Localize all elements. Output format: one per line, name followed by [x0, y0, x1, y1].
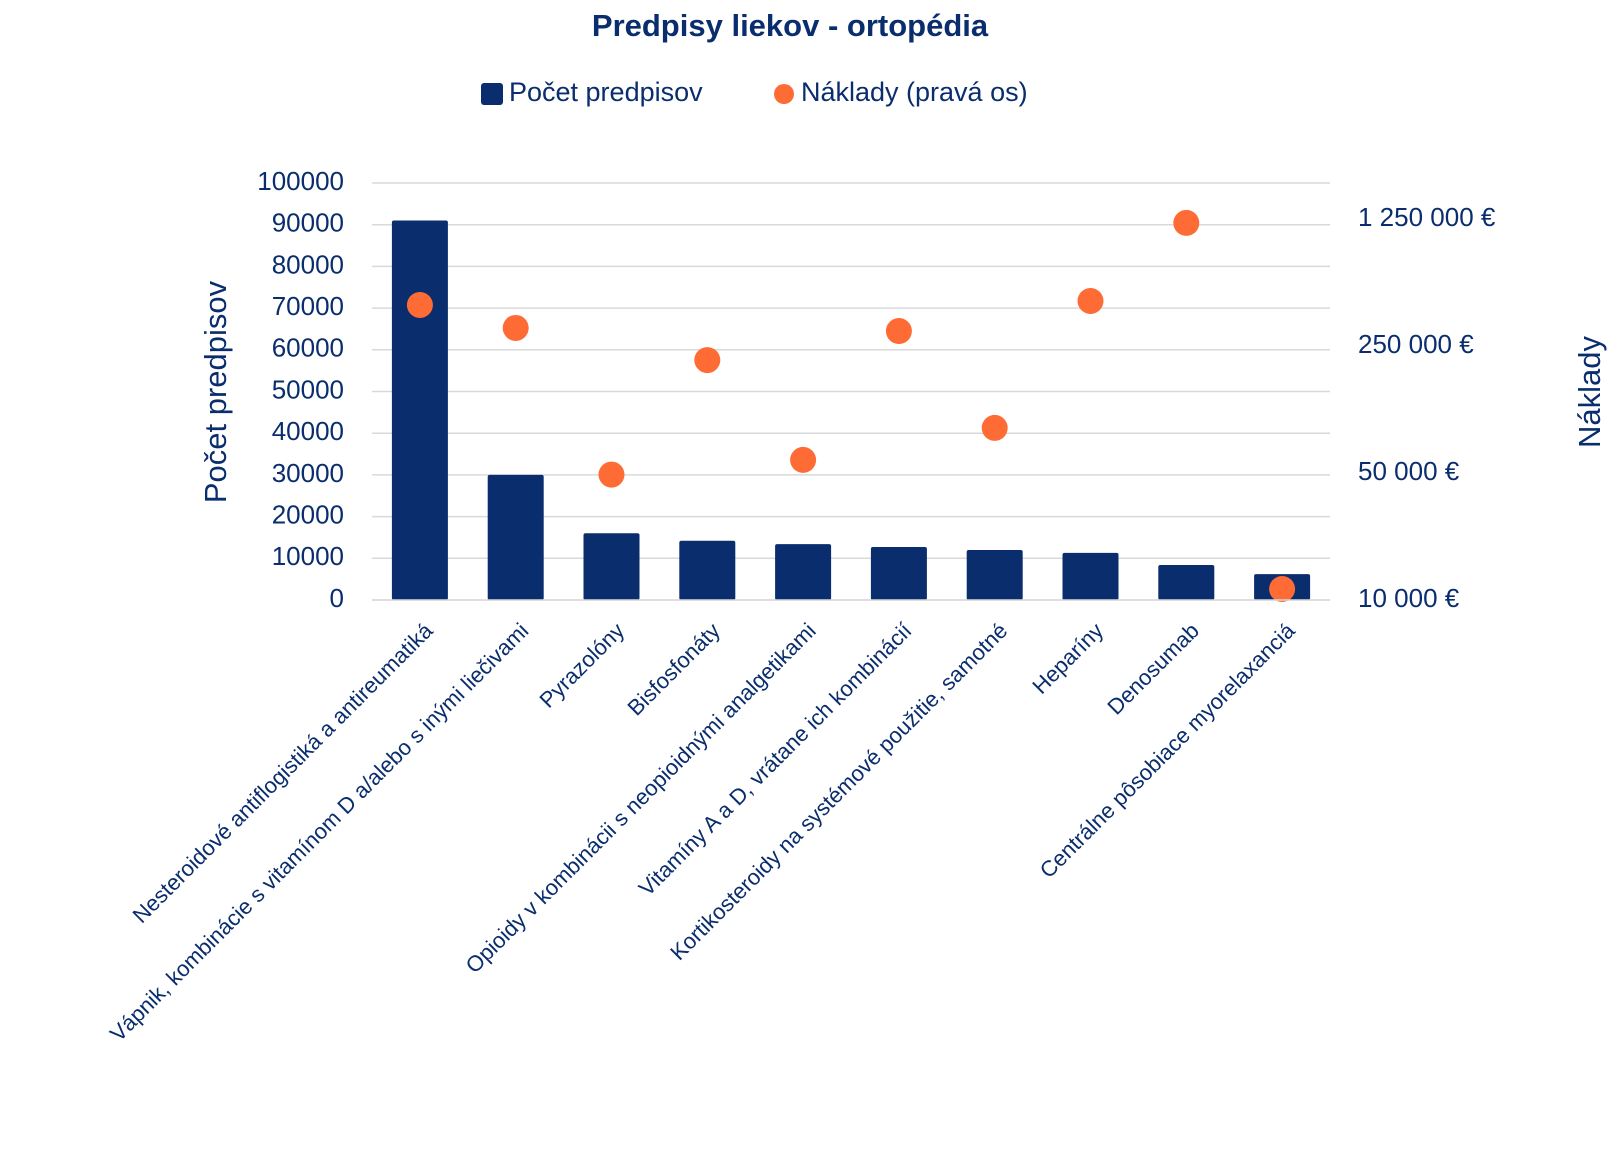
y-tick-label: 30000: [272, 458, 344, 488]
bar: [1062, 552, 1119, 600]
y-axis-title: Počet predpisov: [198, 280, 233, 503]
y2-tick-label: 1 250 000 €: [1358, 202, 1496, 232]
y-tick-label: 70000: [272, 291, 344, 321]
x-tick-label: Opioidy v kombinácii s neopioidnými anal…: [461, 618, 821, 978]
y2-tick-label: 50 000 €: [1358, 456, 1460, 486]
y-tick-label: 60000: [272, 333, 344, 363]
y-tick-label: 80000: [272, 249, 344, 279]
y2-tick-label: 250 000 €: [1358, 329, 1474, 359]
y2-axis-title: Náklady: [1572, 336, 1607, 448]
legend-label: Počet predpisov: [509, 77, 703, 107]
chart-title: Predpisy liekov - ortopédia: [592, 8, 989, 43]
bar: [1158, 564, 1215, 600]
dot: [790, 446, 817, 473]
x-tick-label: Heparíny: [1027, 618, 1108, 699]
bar: [487, 474, 544, 600]
dot: [1269, 575, 1296, 602]
dot: [1077, 287, 1104, 314]
dot: [598, 461, 625, 488]
y-tick-label: 10000: [272, 541, 344, 571]
dot: [502, 314, 529, 341]
bar: [679, 540, 736, 600]
dot: [406, 291, 433, 318]
y-tick-label: 50000: [272, 374, 344, 404]
dot: [694, 347, 721, 374]
bar: [966, 549, 1023, 600]
y-tick-label: 20000: [272, 499, 344, 529]
x-tick-label: Kortikosteroidy na systémové použitie, s…: [665, 618, 1012, 965]
y-tick-label: 100000: [257, 166, 344, 196]
x-tick-label: Denosumab: [1102, 618, 1204, 720]
x-tick-label: Pyrazolóny: [535, 618, 630, 713]
x-tick-label: Bisfosfonáty: [623, 618, 725, 720]
y-tick-label: 90000: [272, 208, 344, 238]
dot: [1173, 209, 1200, 236]
x-tick-label: Vápnik, kombinácie s vitamínom D a/alebo…: [105, 618, 533, 1046]
y-tick-label: 0: [330, 583, 344, 613]
y2-tick-label: 10 000 €: [1358, 583, 1460, 613]
bar: [391, 220, 448, 600]
legend-marker: [774, 84, 794, 104]
legend-marker: [481, 83, 503, 105]
bar: [870, 547, 927, 600]
bar: [775, 544, 832, 600]
dot: [981, 414, 1008, 441]
y-tick-label: 40000: [272, 416, 344, 446]
bar: [583, 533, 640, 600]
legend-label: Náklady (pravá os): [801, 77, 1028, 107]
dot: [885, 318, 912, 345]
